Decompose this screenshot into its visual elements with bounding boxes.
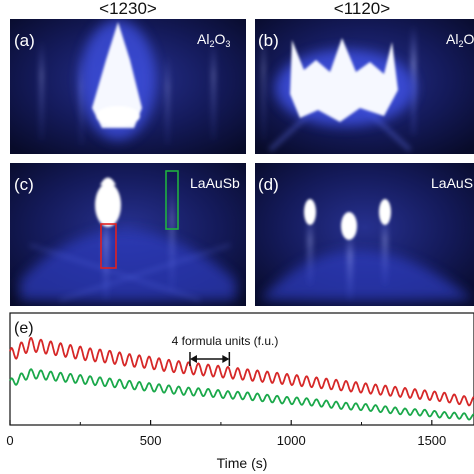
right-direction-label: <1120> <box>334 0 390 18</box>
red-region-box <box>100 223 117 269</box>
panel-a-letter: (a) <box>14 31 35 50</box>
panel-b <box>255 19 474 154</box>
left-direction-label: <1230> <box>99 0 157 18</box>
panel-e-letter: (e) <box>14 320 34 337</box>
x-tick-label: 1000 <box>277 433 306 448</box>
panel-d <box>255 163 474 306</box>
panel-c-material: LaAuSb <box>190 175 240 191</box>
panel-c-letter: (c) <box>14 175 34 194</box>
x-tick-label: 0 <box>6 433 13 448</box>
annotation-left-arrowhead <box>189 355 197 363</box>
panel-a <box>10 19 246 154</box>
red-intensity-series <box>9 337 474 407</box>
x-axis-label: Time (s) <box>217 455 268 471</box>
panel-b-material: Al2O <box>446 31 474 49</box>
panel-a-material: Al2O3 <box>197 31 230 49</box>
x-tick-label: 1500 <box>417 433 446 448</box>
annotation-text: 4 formula units (f.u.) <box>172 334 279 348</box>
green-region-box <box>165 170 179 230</box>
x-tick-label: 500 <box>140 433 162 448</box>
panel-b-letter: (b) <box>258 31 279 50</box>
annotation-right-arrowhead <box>222 355 230 363</box>
panel-c <box>10 163 246 306</box>
panel-d-letter: (d) <box>258 175 279 194</box>
panel-e-chart: (e) 4 formula units (f.u.) 0 500 1000 1500 … <box>6 312 474 471</box>
chart-frame <box>9 312 474 426</box>
green-intensity-series <box>9 368 474 421</box>
panel-d-material: LaAuS <box>431 175 473 191</box>
